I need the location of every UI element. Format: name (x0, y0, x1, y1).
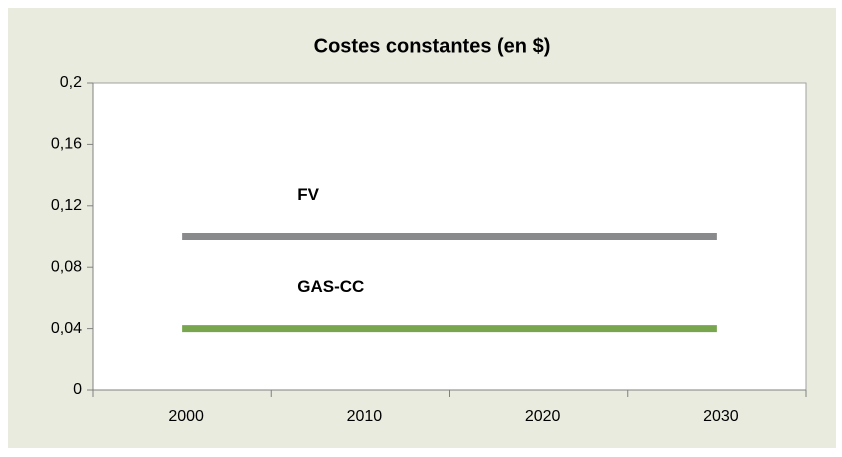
y-tick-label: 0,12 (51, 197, 82, 214)
series-label: FV (297, 185, 319, 204)
y-tick-label: 0 (73, 381, 82, 398)
series-label: GAS-CC (297, 277, 364, 296)
y-tick-label: 0,16 (51, 136, 82, 153)
x-tick-label: 2020 (525, 408, 561, 425)
y-tick-label: 0,2 (60, 74, 82, 91)
x-tick-label: 2030 (703, 408, 739, 425)
x-tick-label: 2000 (168, 408, 204, 425)
y-tick-label: 0,04 (51, 320, 82, 337)
x-tick-label: 2010 (347, 408, 383, 425)
y-tick-label: 0,08 (51, 258, 82, 275)
chart-title: Costes constantes (en $) (314, 35, 551, 57)
